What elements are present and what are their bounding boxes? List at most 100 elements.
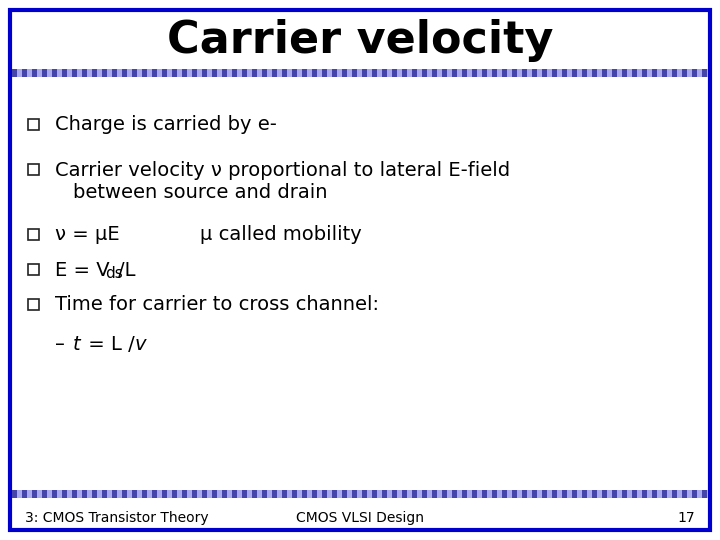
Bar (422, 69, 427, 77)
Bar (242, 69, 247, 77)
Bar (322, 69, 327, 77)
Bar (582, 490, 587, 498)
Bar (532, 490, 537, 498)
Bar (417, 69, 422, 77)
Bar (557, 490, 562, 498)
Bar (162, 69, 167, 77)
Bar (232, 69, 237, 77)
Bar (67, 69, 72, 77)
Bar (522, 490, 527, 498)
Bar (587, 69, 592, 77)
Bar (177, 490, 182, 498)
Bar (82, 69, 87, 77)
Bar (187, 490, 192, 498)
Bar (392, 490, 397, 498)
Bar (652, 69, 657, 77)
Bar (117, 69, 122, 77)
Bar (452, 490, 457, 498)
Bar (162, 490, 167, 498)
Bar (82, 490, 87, 498)
Bar (202, 69, 207, 77)
Bar (102, 69, 107, 77)
Bar (167, 490, 172, 498)
Bar (222, 490, 227, 498)
Bar (707, 69, 708, 77)
Bar (297, 69, 302, 77)
Bar (92, 69, 97, 77)
Bar (257, 490, 262, 498)
Bar (672, 69, 677, 77)
Bar (142, 69, 147, 77)
Bar (352, 69, 357, 77)
Bar (662, 69, 667, 77)
Bar (602, 490, 607, 498)
Bar (97, 69, 102, 77)
Bar (492, 490, 497, 498)
Bar (707, 490, 708, 498)
Bar (42, 69, 47, 77)
Bar (547, 490, 552, 498)
Bar (392, 69, 397, 77)
Bar (252, 69, 257, 77)
Bar (52, 490, 57, 498)
Bar (247, 69, 252, 77)
Bar (447, 490, 452, 498)
Bar (672, 490, 677, 498)
Text: 3: CMOS Transistor Theory: 3: CMOS Transistor Theory (25, 511, 209, 525)
Bar (357, 490, 362, 498)
Bar (597, 69, 602, 77)
Bar (27, 69, 32, 77)
Text: Time for carrier to cross channel:: Time for carrier to cross channel: (55, 295, 379, 314)
Bar (287, 490, 292, 498)
Bar (607, 69, 612, 77)
Bar (77, 69, 82, 77)
Bar (592, 490, 597, 498)
Bar (62, 69, 67, 77)
Bar (432, 69, 437, 77)
Bar (57, 490, 62, 498)
Bar (552, 69, 557, 77)
Bar (447, 69, 452, 77)
Bar (397, 69, 402, 77)
Bar (657, 490, 662, 498)
Bar (557, 69, 562, 77)
Bar (547, 69, 552, 77)
Bar (572, 490, 577, 498)
Bar (297, 490, 302, 498)
Bar (482, 69, 487, 77)
Bar (32, 69, 37, 77)
Bar (682, 490, 687, 498)
Bar (207, 69, 212, 77)
Bar (32, 490, 37, 498)
Bar (507, 69, 512, 77)
Bar (327, 69, 332, 77)
Bar (497, 69, 502, 77)
Bar (197, 490, 202, 498)
Bar (477, 490, 482, 498)
Bar (527, 490, 532, 498)
Bar (647, 69, 652, 77)
Bar (42, 490, 47, 498)
Bar (272, 69, 277, 77)
Text: Charge is carried by e-: Charge is carried by e- (55, 116, 277, 134)
Bar (28, 229, 39, 240)
Bar (667, 490, 672, 498)
Bar (167, 69, 172, 77)
Bar (482, 490, 487, 498)
Bar (87, 490, 92, 498)
Bar (132, 69, 137, 77)
Bar (192, 490, 197, 498)
Bar (502, 490, 507, 498)
Bar (122, 490, 127, 498)
Bar (132, 490, 137, 498)
Bar (217, 69, 222, 77)
Bar (267, 490, 272, 498)
Bar (402, 490, 407, 498)
Bar (452, 69, 457, 77)
Bar (512, 490, 517, 498)
Text: Carrier velocity: Carrier velocity (167, 18, 553, 62)
Bar (152, 490, 157, 498)
Bar (457, 490, 462, 498)
Bar (22, 490, 27, 498)
Bar (692, 490, 697, 498)
